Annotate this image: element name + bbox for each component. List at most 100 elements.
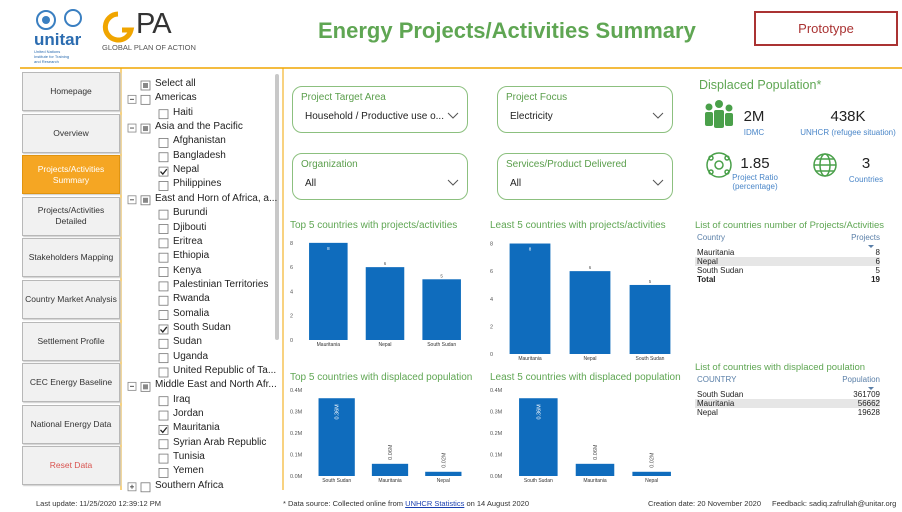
tree-item[interactable]: Eritrea [173,235,203,247]
kpi-value: 2M [743,108,765,125]
source-prefix: * Data source: Collected online from [283,499,404,508]
filter-slicer[interactable]: Services/Product Delivered All [497,153,673,200]
gpa-subtitle: GLOBAL PLAN OF ACTION [102,43,196,52]
partial-mark [143,197,148,203]
checkbox [158,453,169,464]
row-highlight [695,399,880,408]
table-cell: South Sudan [697,390,744,399]
filter-value: All [510,178,522,189]
tree-item[interactable]: South Sudan [173,321,231,333]
ratio-icon [706,152,732,178]
tree-item[interactable]: Rwanda [173,293,210,305]
last-update: Last update: 11/25/2020 12:39:12 PM [36,499,161,508]
tree-item[interactable]: Djibouti [173,221,207,233]
table-cell: 361709 [853,390,880,399]
nav-button[interactable]: Reset Data [22,446,120,486]
nav-button[interactable]: Overview [22,113,120,153]
data-label: 0.36M [335,404,341,420]
dropdown-chevron [652,179,664,186]
y-tick-label: 0 [290,338,293,344]
data-label: 0.06M [388,444,394,460]
y-tick-label: 0.2M [490,431,503,437]
data-label: 0.02M [441,452,447,468]
bar [632,471,671,476]
chart-title: Top 5 countries with displaced populatio… [290,372,472,383]
nav-button[interactable]: Projects/Activities Summary [22,155,120,195]
tree-item[interactable]: Tunisia [173,451,205,463]
scrollbar[interactable] [275,74,279,340]
nav-button[interactable]: National Energy Data [22,404,120,444]
nav-button[interactable]: CEC Energy Baseline [22,363,120,403]
data-label: 8 [327,246,330,251]
tree-item[interactable]: Afghanistan [173,135,226,147]
y-tick-label: 0 [490,352,493,358]
y-tick-label: 0.1M [490,453,503,459]
nav-button[interactable]: Settlement Profile [22,321,120,361]
column-header: Population [842,375,880,384]
bar [309,242,348,340]
y-tick-label: 4 [490,297,493,303]
tree-item[interactable]: Asia and the Pacific [155,121,243,133]
globe-icon [813,153,837,177]
tree-item[interactable]: Middle East and North Afr... [155,379,277,391]
tree-item[interactable]: Bangladesh [173,149,226,161]
check-mark [160,426,168,434]
y-tick-label: 8 [490,242,493,248]
badge-frame [754,11,898,46]
tree-item[interactable]: Haiti [173,106,194,118]
tree-item[interactable]: United Republic of Ta... [173,365,277,376]
tree-item: Select all [155,78,196,89]
tree-item[interactable]: Americas [155,92,197,104]
bar [575,463,615,476]
bar [519,398,558,476]
tree-item[interactable]: East and Horn of Africa, a... [155,192,278,204]
filter-value: Household / Productive use o... [305,111,444,122]
bar [318,398,355,476]
nav-button[interactable]: Country Market Analysis [22,280,120,319]
filter-slicer[interactable]: Project Target Area Household / Productiv… [292,86,468,133]
unitar-logo: unitar [34,30,82,49]
tree-item[interactable]: Burundi [173,207,208,219]
gpa-logo: PA [136,8,172,40]
tree-item[interactable]: Mauritania [173,422,220,434]
tree-item[interactable]: Southern Africa [155,479,224,491]
tree-item[interactable]: Sudan [173,336,202,348]
kpi-label: Project Ratio (percentage) [732,173,778,191]
column-header: COUNTRY [697,375,737,384]
y-tick-label: 0.0M [490,474,503,480]
bar [629,284,671,354]
filter-label: Services/Product Delivered [506,159,627,170]
checkbox [158,295,169,306]
prototype-badge: Prototype [798,21,854,36]
tree-item[interactable]: Kenya [173,264,202,276]
tree-item[interactable]: Uganda [173,350,209,362]
tree-item[interactable]: Philippines [173,178,222,190]
table-cell: 19628 [857,408,880,417]
tree-item[interactable]: Jordan [173,408,204,420]
tree-item[interactable]: Iraq [173,393,191,405]
bar [425,471,462,476]
checkbox [158,109,169,120]
nav-button[interactable]: Stakeholders Mapping [22,238,120,278]
filter-label: Project Focus [506,92,568,103]
creation-date: Creation date: 20 November 2020 [648,499,761,508]
tree-item[interactable]: Syrian Arab Republic [173,436,267,448]
data-label: 5 [440,273,443,278]
filter-slicer[interactable]: Organization All [292,153,468,200]
x-tick-label: Mauritania [317,342,341,348]
tree-item[interactable]: Somalia [173,307,210,319]
tree-item[interactable]: Yemen [173,465,204,477]
checkbox [140,94,151,105]
feedback: Feedback: sadiq.zafrullah@unitar.org [772,499,897,508]
tree-item[interactable]: Palestinian Territories [173,278,269,290]
table-cell: 6 [875,257,880,266]
tree-item[interactable]: Nepal [173,164,200,176]
source-link[interactable]: UNHCR Statistics [405,499,465,508]
nav-button[interactable]: Projects/Activities Detailed [22,196,120,236]
nav-button[interactable]: Homepage [22,72,120,111]
data-label: 6 [589,265,592,270]
tree-item[interactable]: Ethiopia [173,250,210,262]
filter-slicer[interactable]: Project Focus Electricity [497,86,673,133]
